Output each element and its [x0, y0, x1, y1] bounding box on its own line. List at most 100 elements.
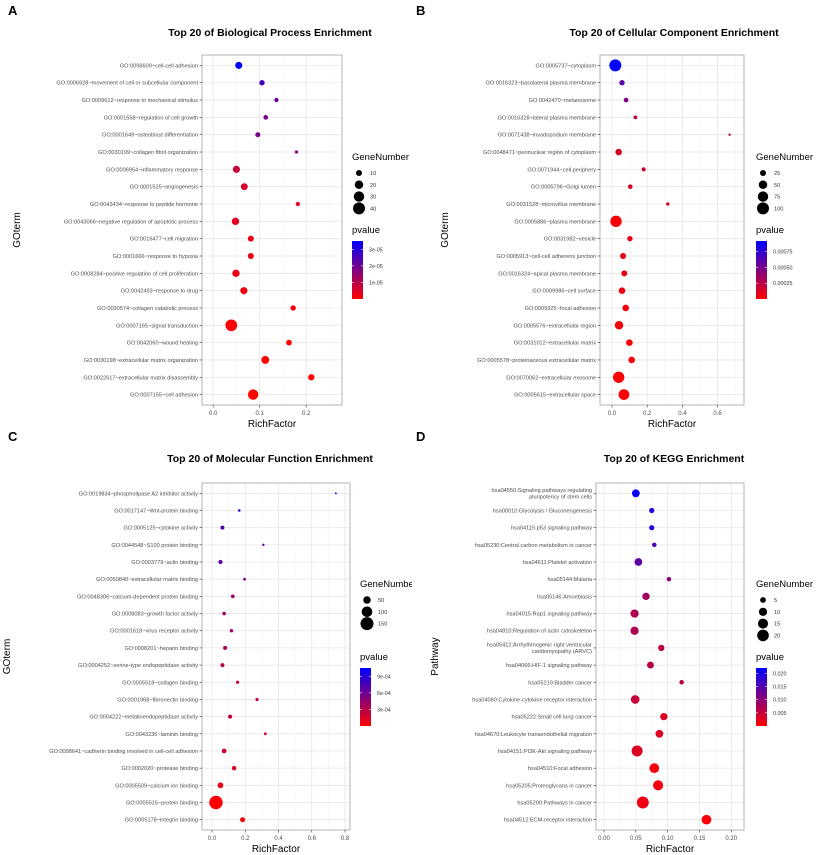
data-point [240, 287, 248, 295]
y-tick-label: hsa04115:p53 signaling pathway [511, 526, 592, 532]
data-point [262, 543, 265, 547]
data-point [231, 217, 240, 226]
color-legend-title: pvalue [756, 652, 784, 663]
size-legend-dot [352, 202, 366, 215]
label-line: pluripotency of stem cells [529, 495, 592, 501]
label-line: hsa04115:p53 signaling pathway [511, 526, 592, 532]
label-line: GO:0001649~osteoblast differentiation [102, 133, 198, 139]
data-point [627, 184, 633, 190]
data-point [621, 270, 628, 277]
y-tick-label: hsa05144:Malaria [548, 577, 593, 583]
size-legend-dot [757, 202, 769, 215]
data-point [243, 577, 246, 581]
y-axis-label: GOterm [12, 212, 23, 248]
data-point [652, 542, 657, 548]
label-line: GO:0005578~proteinaceous extracellular m… [477, 358, 596, 364]
y-tick-label: GO:0031012~extracellular matrix [514, 341, 596, 347]
data-point [619, 80, 625, 86]
y-tick-label: GO:0043066~negative regulation of apopto… [64, 219, 198, 225]
data-point [649, 763, 660, 774]
chart-title: Top 20 of Cellular Component Enrichment [569, 27, 779, 39]
y-tick-label: GO:0098641~cadherin binding involved in … [49, 749, 198, 755]
y-axis-label: GOterm [2, 639, 13, 675]
y-tick-label: hsa05222:Small cell lung cancer [511, 715, 592, 721]
data-point [630, 626, 639, 635]
data-point [229, 629, 234, 633]
label-line: hsa04810:Regulation of actin cytoskeleto… [487, 629, 592, 635]
y-tick-label: GO:0030198~extracellular matrix organiza… [84, 358, 198, 364]
data-point [259, 80, 265, 86]
colorbar-label: 6e-04 [377, 691, 391, 697]
x-tick-label: 0.10 [662, 836, 674, 842]
data-point [225, 319, 238, 332]
colorbar [360, 668, 371, 726]
data-point [636, 796, 649, 809]
data-point [240, 817, 246, 823]
y-tick-label: GO:0001618~virus receptor activity [110, 629, 198, 635]
size-legend-label: 25 [774, 171, 780, 177]
data-point [261, 356, 270, 364]
label-line: GO:0016324~apical plasma membrane [498, 271, 596, 277]
y-tick-label: hsa04015:Rap1 signaling pathway [506, 612, 592, 618]
label-line: GO:0048306~calcium-dependent protein bin… [77, 594, 198, 600]
data-point [649, 507, 655, 514]
y-tick-label: GO:0071944~cell periphery [527, 167, 596, 173]
data-point [237, 509, 241, 512]
label-line: GO:0005576~extracellular region [513, 323, 596, 329]
label-line: hsa05219:Bladder cancer [528, 680, 592, 686]
y-tick-label: GO:0008284~positive regulation of cell p… [71, 271, 198, 277]
panel-letter: B [416, 3, 425, 18]
data-point [218, 559, 223, 565]
colorbar-label: 0.00075 [773, 250, 793, 256]
plot-border [201, 54, 343, 406]
y-tick-label: GO:0001968~fibronectin binding [117, 697, 198, 703]
y-tick-label: hsa04151:PI3K-Akt signaling pathway [498, 749, 592, 755]
label-line: hsa04510:Focal adhesion [528, 766, 592, 772]
data-point [620, 252, 627, 259]
label-line: GO:0001666~response to hypoxia [113, 254, 199, 260]
y-tick-label: GO:0009612~response to mechanical stimul… [82, 98, 199, 104]
y-tick-label: GO:0044548~S100 protein binding [111, 543, 198, 549]
label-line: GO:0005925~focal adhesion [525, 306, 596, 312]
y-tick-label: GO:0005509~calcium ion binding [115, 783, 198, 789]
colorbar-label: 0.020 [773, 671, 787, 677]
label-line: GO:0008083~growth factor activity [112, 612, 198, 618]
label-line: cardiomyopathy (ARVC) [532, 649, 592, 655]
y-tick-label: GO:0005737~cytoplasm [536, 63, 597, 69]
size-legend-dot [758, 607, 768, 616]
y-tick-label: GO:0001649~osteoblast differentiation [102, 133, 198, 139]
y-tick-label: GO:0042060~wound healing [127, 341, 198, 347]
label-line: GO:0016323~basolateral plasma membrane [485, 81, 596, 87]
x-tick-label: 0.0 [209, 411, 218, 417]
y-tick-label: hsa05205:Proteoglycans in cancer [506, 783, 592, 789]
label-line: GO:0044548~S100 protein binding [111, 543, 198, 549]
size-legend-label: 5 [774, 598, 777, 604]
y-tick-label: GO:0006954~inflammatory response [106, 167, 198, 173]
size-legend-dot [760, 597, 766, 603]
data-point [641, 167, 646, 172]
label-line: hsa05222:Small cell lung cancer [511, 715, 592, 721]
size-legend-dot [354, 180, 364, 190]
y-tick-label: hsa04512:ECM-receptor interaction [504, 818, 592, 824]
label-line: GO:0005886~plasma membrane [514, 219, 596, 225]
data-point [631, 489, 640, 498]
label-line: GO:0009612~response to mechanical stimul… [82, 98, 199, 104]
size-legend-dot [760, 170, 766, 176]
color-legend-title: pvalue [360, 652, 388, 663]
data-point [618, 389, 630, 400]
y-tick-label: GO:0007155~cell adhesion [130, 393, 198, 399]
size-legend-label: 150 [378, 622, 387, 628]
y-tick-label: GO:0005925~focal adhesion [525, 306, 596, 312]
label-line: GO:0005125~cytokine activity [124, 526, 199, 532]
colorbar-label: 1e-05 [369, 280, 383, 286]
label-line: hsa04066:HIF-1 signaling pathway [506, 663, 592, 669]
y-tick-label: GO:0004252~serine-type endopeptidase act… [78, 663, 198, 669]
label-line: hsa04611:Platelet activation [522, 560, 592, 566]
label-line: GO:0003779~actin binding [131, 560, 198, 566]
data-point [334, 492, 337, 495]
x-axis-label: RichFactor [648, 419, 697, 428]
data-point [222, 611, 226, 616]
label-line: hsa05200:Pathways in cancer [517, 801, 592, 807]
label-line: GO:0009986~cell surface [532, 289, 596, 295]
